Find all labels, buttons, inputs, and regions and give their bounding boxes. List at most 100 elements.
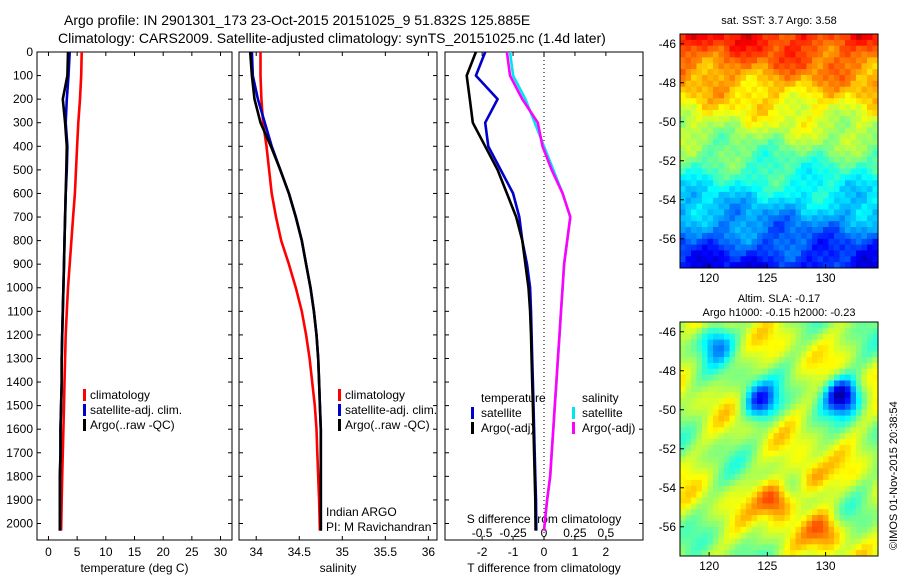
heatmap-cell (839, 156, 846, 164)
heatmap-cell (867, 232, 874, 240)
heatmap-cell (834, 121, 841, 129)
heatmap-cell (850, 392, 857, 399)
heatmap-cell (790, 197, 797, 205)
heatmap-cell (768, 333, 775, 341)
heatmap-cell (839, 191, 846, 199)
heatmap-cell (795, 345, 802, 352)
heatmap-cell (795, 327, 802, 335)
heatmap-cell (735, 110, 742, 117)
heatmap-cell (795, 479, 802, 487)
heatmap-cell (768, 191, 775, 199)
heatmap-cell (768, 39, 775, 47)
heatmap-cell (779, 439, 786, 446)
heatmap-cell (834, 139, 841, 146)
heatmap-cell (735, 333, 742, 341)
heatmap-cell (740, 86, 747, 94)
heatmap-cell (823, 479, 830, 487)
heatmap-cell (746, 392, 753, 399)
heatmap-cell (680, 421, 687, 428)
heatmap-cell (724, 86, 731, 94)
heatmap-cell (806, 238, 813, 246)
heatmap-cell (713, 468, 720, 475)
heatmap-cell (751, 74, 758, 82)
heatmap-cell (773, 532, 780, 539)
heatmap-cell (817, 180, 824, 187)
heatmap-cell (790, 139, 797, 146)
heatmap-cell (691, 238, 698, 246)
heatmap-cell (746, 421, 753, 428)
heatmap-cell (817, 550, 824, 557)
heatmap-cell (713, 456, 720, 463)
heatmap-cell (867, 357, 874, 364)
heatmap-cell (872, 386, 879, 393)
heatmap-cell (768, 156, 775, 164)
heatmap-cell (839, 197, 846, 205)
heatmap-cell (806, 262, 813, 269)
heatmap-cell (806, 345, 813, 352)
heatmap-cell (729, 162, 736, 170)
heatmap-cell (757, 174, 764, 181)
heatmap-cell (845, 34, 852, 41)
heatmap-cell (790, 191, 797, 199)
heatmap-cell (680, 509, 687, 516)
heatmap-cell (718, 538, 725, 545)
heatmap-cell (691, 180, 698, 187)
heatmap-cell (839, 532, 846, 539)
heatmap-cell (702, 327, 709, 335)
heatmap-cell (724, 479, 731, 487)
heatmap-cell (779, 398, 786, 405)
heatmap-cell (762, 374, 769, 381)
heatmap-cell (861, 439, 868, 446)
heatmap-cell (691, 203, 698, 210)
heatmap-cell (729, 322, 736, 329)
heatmap-cell (746, 444, 753, 452)
heatmap-cell (768, 121, 775, 129)
heatmap-cell (757, 186, 764, 193)
heatmap-cell (746, 256, 753, 263)
heatmap-cell (784, 520, 791, 528)
heatmap-cell (746, 262, 753, 269)
heatmap-cell (795, 197, 802, 205)
heatmap-cell (801, 127, 808, 134)
heatmap-cell (834, 345, 841, 352)
heatmap-cell (735, 92, 742, 99)
x-tick-label: 130 (816, 559, 836, 573)
heatmap-cell (762, 515, 769, 522)
heatmap-cell (806, 362, 813, 370)
heatmap-cell (872, 345, 879, 352)
heatmap-cell (790, 532, 797, 539)
heatmap-cell (685, 538, 692, 545)
heatmap-cell (740, 57, 747, 64)
heatmap-cell (861, 34, 868, 41)
heatmap-cell (702, 250, 709, 257)
heatmap-cell (773, 92, 780, 99)
heatmap-cell (801, 139, 808, 146)
heatmap-cell (680, 39, 687, 47)
y-tick-label: -54 (659, 193, 677, 207)
heatmap-cell (806, 256, 813, 263)
heatmap-cell (757, 86, 764, 94)
heatmap-cell (856, 497, 863, 504)
heatmap-cell (757, 139, 764, 146)
heatmap-cell (691, 221, 698, 228)
heatmap-cell (762, 209, 769, 216)
heatmap-cell (707, 474, 714, 481)
heatmap-cell (729, 421, 736, 428)
heatmap-cell (691, 127, 698, 134)
heatmap-cell (839, 362, 846, 370)
heatmap-cell (768, 197, 775, 205)
heatmap-cell (707, 168, 714, 175)
heatmap-cell (872, 497, 879, 504)
heatmap-cell (839, 544, 846, 551)
heatmap-cell (801, 333, 808, 341)
y-tick-label: -54 (659, 481, 677, 495)
heatmap-cell (702, 345, 709, 352)
heatmap-cell (691, 80, 698, 88)
heatmap-cell (762, 439, 769, 446)
heatmap-cell (696, 433, 703, 440)
heatmap-cell (834, 327, 841, 335)
heatmap-cell (861, 162, 868, 170)
heatmap-cell (861, 227, 868, 234)
heatmap-cell (757, 232, 764, 240)
heatmap-cell (757, 450, 764, 458)
